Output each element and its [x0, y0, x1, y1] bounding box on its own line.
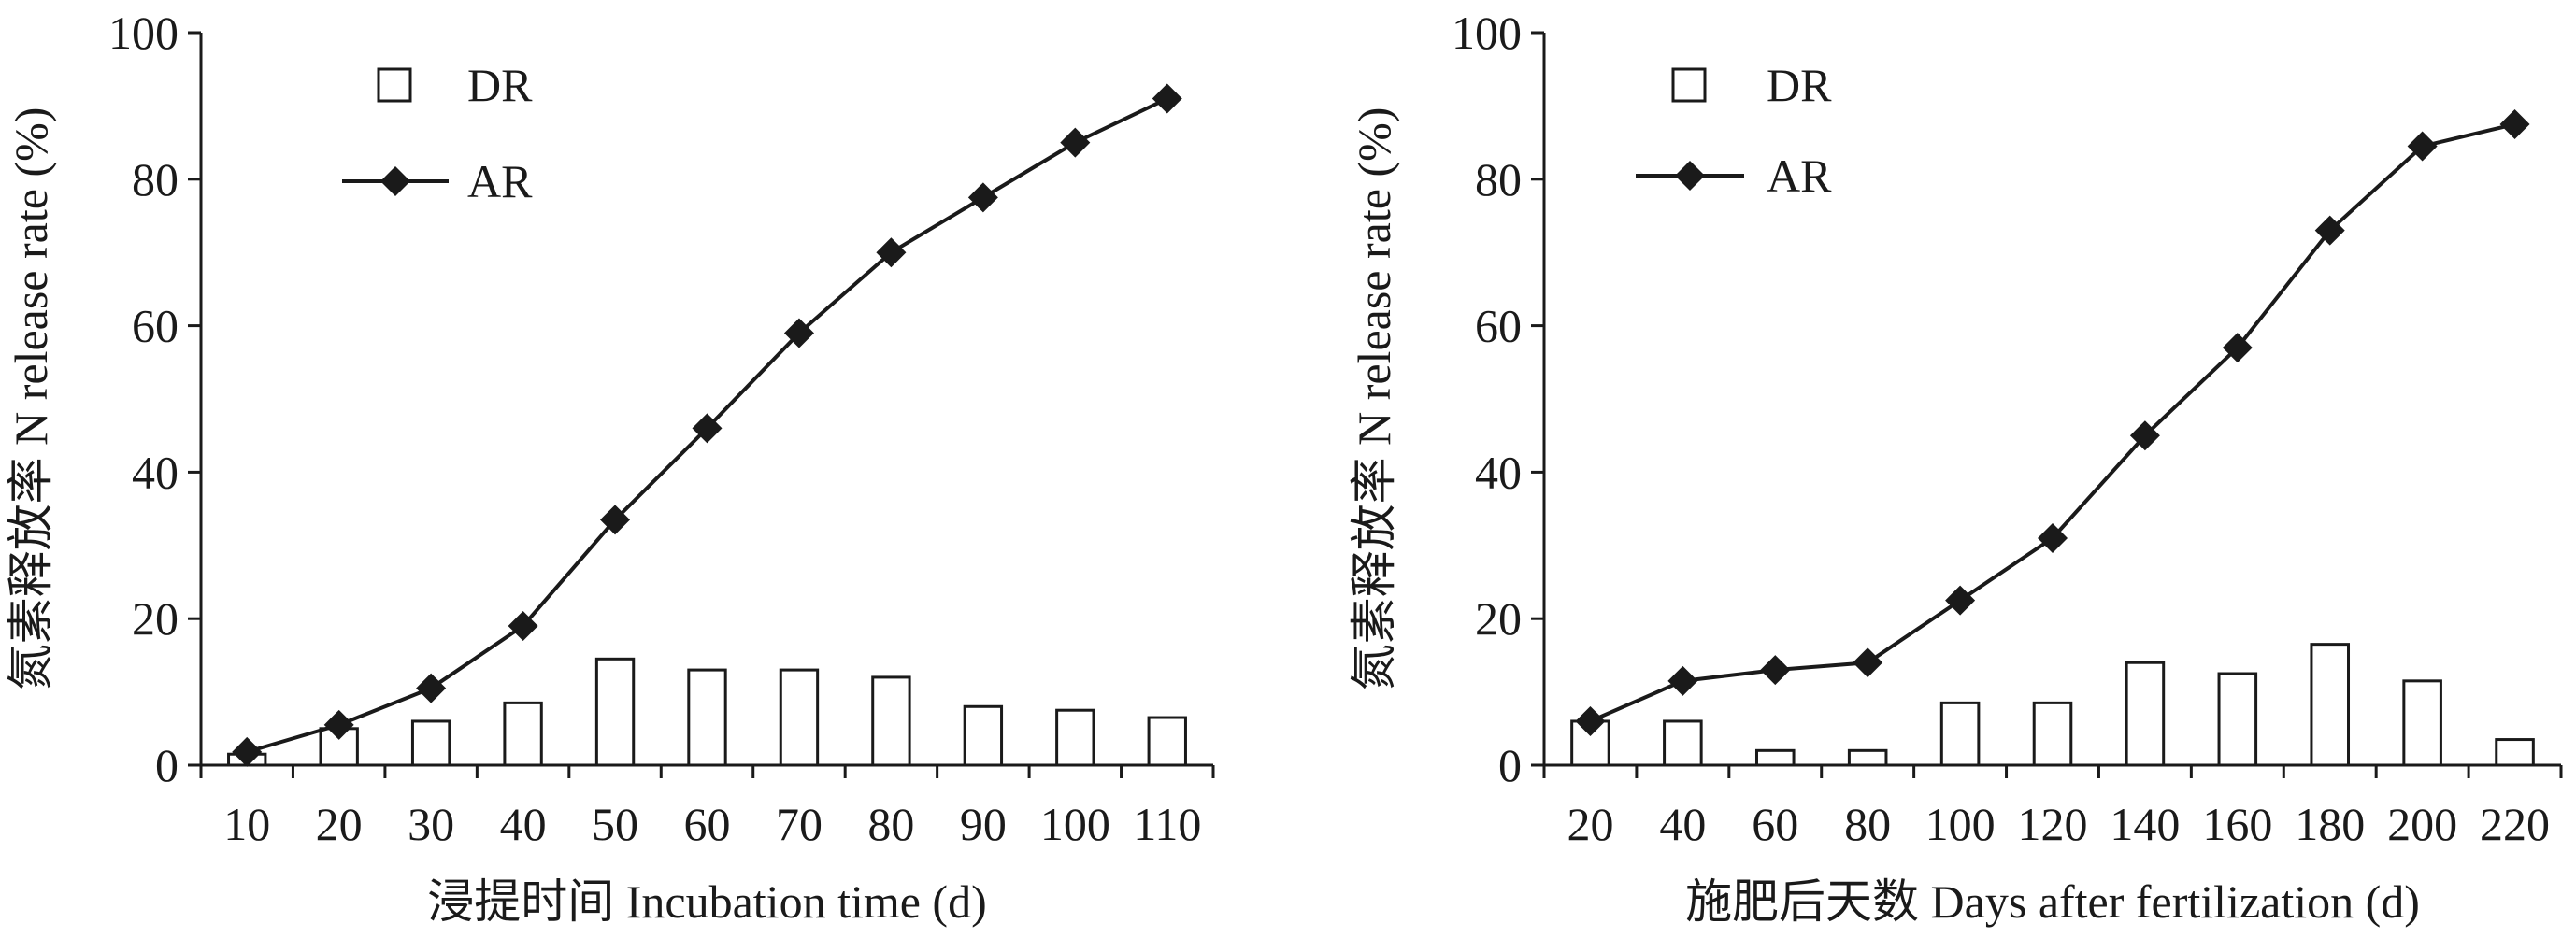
- dr-bar: [2125, 661, 2166, 767]
- ar-marker: [1152, 83, 1182, 114]
- y-axis-title: 氮素释放率 N release rate (%): [5, 107, 57, 691]
- y-tick-label: 0: [1498, 739, 1522, 791]
- ar-marker: [1575, 705, 1606, 736]
- dr-bar: [2032, 701, 2073, 767]
- ar-marker: [1853, 647, 1883, 678]
- dr-bar: [963, 704, 1004, 767]
- dr-bar: [2310, 643, 2351, 767]
- dr-bar: [2402, 679, 2442, 767]
- y-tick-label: 60: [132, 300, 179, 352]
- x-tick-label: 30: [408, 798, 454, 850]
- chart-panel-1: 0 20 40 60 80 100 10 20 30 40 50 60 70 80 90 100 110 氮素释放…: [5, 7, 1215, 928]
- ar-marker: [1060, 127, 1091, 158]
- y-tick-label: 80: [132, 153, 179, 206]
- x-tick-label: 120: [2018, 798, 2088, 850]
- x-tick-label: 140: [2110, 798, 2180, 850]
- ar-marker: [1667, 665, 1698, 696]
- ar-marker: [876, 237, 907, 268]
- x-tick-label: 200: [2387, 798, 2457, 850]
- x-tick-label: 80: [1844, 798, 1891, 850]
- x-tick-label: 60: [684, 798, 731, 850]
- x-tick-label: 20: [1567, 798, 1613, 850]
- dr-bar: [1847, 748, 1888, 767]
- x-tick-label: 40: [500, 798, 547, 850]
- y-tick-label: 100: [1452, 7, 1522, 59]
- dr-bar: [1663, 719, 1703, 767]
- y-axis-title: 氮素释放率 N release rate (%): [1348, 107, 1400, 691]
- x-tick-label: 80: [867, 798, 914, 850]
- y-tick-label: 60: [1475, 300, 1522, 352]
- x-tick-label: 110: [1133, 798, 1201, 850]
- legend-ar-marker: [380, 166, 410, 196]
- ar-marker: [2499, 109, 2530, 139]
- dr-bar: [410, 719, 451, 767]
- legend-dr-swatch: [377, 67, 412, 103]
- ar-marker: [2222, 333, 2253, 363]
- ar-marker: [783, 318, 814, 348]
- ar-marker: [232, 736, 263, 767]
- legend: DR AR: [1636, 59, 1832, 202]
- dr-bar: [687, 668, 727, 767]
- ar-marker: [2129, 420, 2160, 451]
- x-tick-label: 60: [1752, 798, 1798, 850]
- legend-dr-label: DR: [1767, 59, 1832, 111]
- ar-marker: [508, 611, 538, 642]
- legend-ar-marker: [1675, 161, 1705, 191]
- ar-marker: [967, 182, 998, 213]
- x-tick-label: 70: [776, 798, 823, 850]
- ar-marker: [600, 505, 631, 535]
- x-axis-title: 施肥后天数 Days after fertilization (d): [1685, 875, 2420, 928]
- ar-marker: [692, 413, 723, 444]
- x-tick-label: 100: [1925, 798, 1996, 850]
- legend-dr-label: DR: [467, 59, 533, 111]
- legend-ar-label: AR: [1767, 149, 1832, 202]
- dr-bar: [2217, 672, 2258, 767]
- y-tick-label: 40: [132, 446, 179, 498]
- x-tick-label: 10: [223, 798, 270, 850]
- dr-bar: [1754, 748, 1796, 767]
- y-tick-label: 0: [155, 739, 179, 791]
- ar-marker: [323, 709, 354, 740]
- legend: DR AR: [342, 59, 533, 207]
- y-tick-label: 100: [108, 7, 179, 59]
- x-tick-label: 90: [960, 798, 1007, 850]
- ar-marker: [1760, 655, 1791, 686]
- x-tick-label: 220: [2480, 798, 2550, 850]
- ar-marker: [2314, 215, 2345, 246]
- chart-panel-2: 0 20 40 60 80 100 20 40 60 80 100 120 140 160 180 200 22…: [1348, 7, 2563, 928]
- ar-marker: [1945, 585, 1976, 616]
- y-tick-label: 20: [1475, 592, 1522, 645]
- y-tick-label: 80: [1475, 153, 1522, 206]
- x-tick-label: 50: [592, 798, 638, 850]
- dr-bar: [503, 701, 543, 767]
- x-tick-label: 20: [316, 798, 363, 850]
- y-tick-label: 20: [132, 592, 179, 645]
- x-tick-label: 180: [2295, 798, 2365, 850]
- ar-marker: [416, 673, 447, 704]
- ar-marker: [2407, 131, 2438, 162]
- legend-dr-swatch: [1671, 67, 1707, 103]
- dr-bar: [871, 675, 911, 767]
- dr-bar: [1939, 701, 1981, 767]
- dr-bar: [1147, 716, 1187, 767]
- x-axis-title: 浸提时间 Incubation time (d): [427, 875, 987, 928]
- x-tick-label: 40: [1659, 798, 1706, 850]
- dr-bar: [594, 657, 636, 767]
- legend-ar-label: AR: [467, 155, 533, 207]
- dr-bar: [2495, 738, 2535, 767]
- x-tick-label: 160: [2202, 798, 2272, 850]
- ar-marker: [2038, 522, 2068, 553]
- dr-bar: [1055, 708, 1095, 767]
- dr-bar: [779, 668, 820, 767]
- ar-line: [1589, 122, 2516, 723]
- x-tick-label: 100: [1040, 798, 1110, 850]
- y-tick-label: 40: [1475, 446, 1522, 498]
